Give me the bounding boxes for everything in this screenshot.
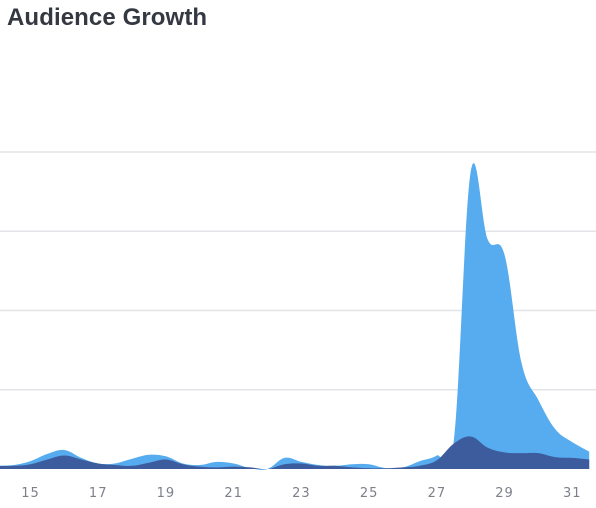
- series-2-area: [0, 436, 590, 470]
- x-tick-label: 21: [224, 486, 243, 501]
- x-tick-label: 15: [21, 486, 40, 501]
- series-areas: [0, 163, 590, 470]
- x-axis-ticks: 15 17 19 21 23 25 27 29 31: [21, 486, 582, 501]
- x-tick-label: 17: [89, 486, 108, 501]
- x-tick-label: 23: [292, 486, 311, 501]
- x-tick-label: 31: [563, 486, 582, 501]
- x-tick-label: 19: [157, 486, 176, 501]
- series-1-area: [0, 163, 590, 470]
- x-tick-label: 25: [360, 486, 379, 501]
- x-tick-label: 27: [428, 486, 447, 501]
- chart-title: Audience Growth: [7, 4, 208, 31]
- x-tick-label: 29: [495, 486, 514, 501]
